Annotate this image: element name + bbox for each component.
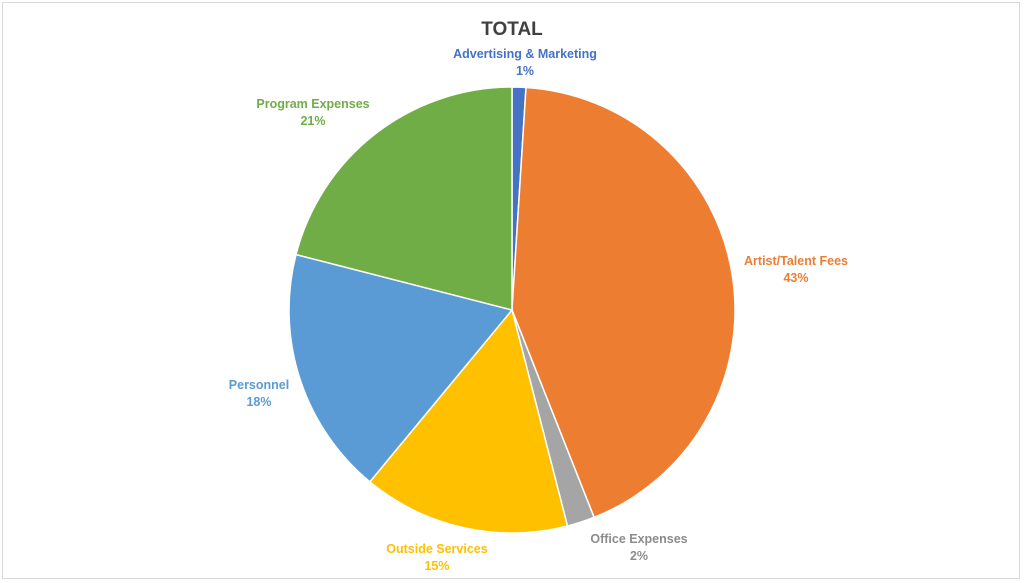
pie-slices xyxy=(288,86,736,534)
data-label-name-personnel: Personnel xyxy=(229,378,289,392)
data-label-name-office-expenses: Office Expenses xyxy=(590,532,687,546)
data-label-value-artist-talent-fees: 43% xyxy=(783,271,808,285)
data-label-name-program-expenses: Program Expenses xyxy=(256,97,369,111)
data-label-value-personnel: 18% xyxy=(246,395,271,409)
data-label-value-office-expenses: 2% xyxy=(630,549,648,563)
data-label-name-outside-services: Outside Services xyxy=(386,542,487,556)
pie-slice-program-expenses xyxy=(295,86,513,311)
pie-slice-outside-services xyxy=(368,308,569,534)
pie-chart: TOTAL Advertising & Marketing 1% Artist/Ta… xyxy=(229,19,848,573)
pie-slice-personnel xyxy=(288,253,514,483)
data-label-name-advertising-marketing: Advertising & Marketing xyxy=(453,47,597,61)
data-label-value-program-expenses: 21% xyxy=(300,114,325,128)
chart-title: TOTAL xyxy=(481,19,543,40)
data-label-value-advertising-marketing: 1% xyxy=(516,64,534,78)
pie-slice-artist-talent-fees xyxy=(511,86,736,519)
data-label-name-artist-talent-fees: Artist/Talent Fees xyxy=(744,254,848,268)
data-label-value-outside-services: 15% xyxy=(424,559,449,573)
data-labels: Advertising & Marketing 1% Artist/Talent F… xyxy=(229,47,848,573)
